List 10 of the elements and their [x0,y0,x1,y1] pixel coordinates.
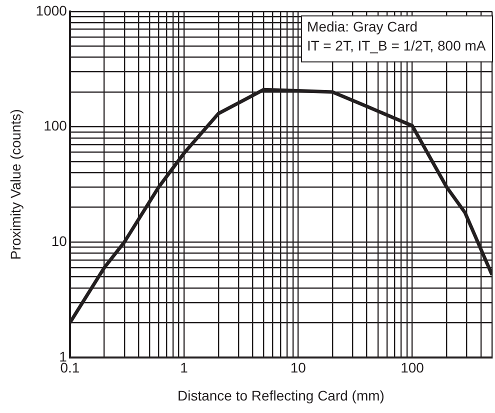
y-tick-label: 1000 [36,2,68,18]
annotation: IT = 2T, IT_B = 1/2T, 800 mA [307,37,486,54]
annotation: Media: Gray Card [307,18,418,34]
x-tick-label: 100 [400,360,424,376]
y-tick-label: 10 [51,232,68,249]
y-axis-title: Proximity Value (counts) [7,109,24,260]
x-tick-label: 10 [290,360,306,376]
y-tick-label: 100 [44,118,68,134]
x-axis-title: Distance to Reflecting Card (mm) [177,387,384,404]
x-tick-label: 1 [180,360,188,376]
